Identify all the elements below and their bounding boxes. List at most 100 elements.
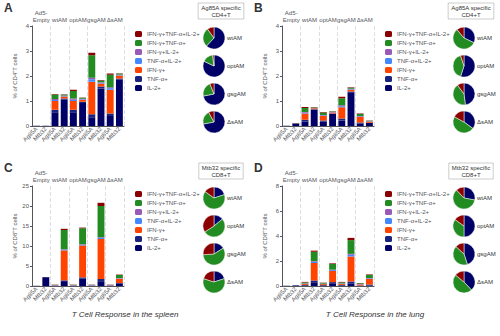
svg-text:TNF-α+: TNF-α+ xyxy=(147,76,168,82)
svg-text:ΔsAM: ΔsAM xyxy=(107,177,123,183)
svg-text:IFN-γ+IL-2+: IFN-γ+IL-2+ xyxy=(147,209,180,215)
svg-text:optAM: optAM xyxy=(69,177,86,183)
svg-text:Ad5-: Ad5- xyxy=(35,170,48,176)
svg-text:wtAM: wtAM xyxy=(226,35,242,41)
svg-text:TNF-α+IL-2+: TNF-α+IL-2+ xyxy=(397,218,432,224)
svg-text:Ad5-: Ad5- xyxy=(35,10,48,16)
svg-text:gsgAM: gsgAM xyxy=(87,17,106,23)
svg-text:IFN-γ+TNF-α+IL-2+: IFN-γ+TNF-α+IL-2+ xyxy=(397,191,450,197)
svg-text:gsgAM: gsgAM xyxy=(477,91,496,97)
svg-text:IFN-γ+: IFN-γ+ xyxy=(397,67,416,73)
svg-text:IFN-γ+IL-2+: IFN-γ+IL-2+ xyxy=(147,49,180,55)
svg-text:TNF-α+: TNF-α+ xyxy=(147,236,168,242)
svg-text:wtAM: wtAM xyxy=(51,17,67,23)
svg-text:0: 0 xyxy=(276,283,280,289)
svg-text:4: 4 xyxy=(276,23,280,29)
svg-text:TNF-α+IL-2+: TNF-α+IL-2+ xyxy=(147,218,182,224)
svg-text:Mtb32 specific: Mtb32 specific xyxy=(452,165,490,171)
svg-text:ΔsAM: ΔsAM xyxy=(357,17,373,23)
svg-text:T Cell Response in the lung: T Cell Response in the lung xyxy=(326,310,425,319)
svg-text:Empty: Empty xyxy=(283,17,300,23)
svg-text:IFN-γ+IL-2+: IFN-γ+IL-2+ xyxy=(397,209,430,215)
svg-text:wtAM: wtAM xyxy=(476,195,492,201)
svg-text:IFN-γ+TNF-α+: IFN-γ+TNF-α+ xyxy=(147,200,186,206)
svg-text:% of CD4⁺T cells: % of CD4⁺T cells xyxy=(12,54,18,99)
svg-text:wtAM: wtAM xyxy=(301,177,317,183)
svg-text:2: 2 xyxy=(276,73,280,79)
svg-text:IL-2+: IL-2+ xyxy=(397,245,411,251)
svg-text:4: 4 xyxy=(26,23,30,29)
svg-text:Mtb32: Mtb32 xyxy=(356,125,372,141)
svg-text:IFN-γ+TNF-α+IL-2+: IFN-γ+TNF-α+IL-2+ xyxy=(147,191,200,197)
svg-text:IFN-γ+TNF-α+IL-2+: IFN-γ+TNF-α+IL-2+ xyxy=(147,31,200,37)
svg-text:optAM: optAM xyxy=(319,17,336,23)
svg-text:IFN-γ+TNF-α+: IFN-γ+TNF-α+ xyxy=(147,40,186,46)
svg-text:Ag85A specific: Ag85A specific xyxy=(451,5,490,11)
svg-text:IL-2+: IL-2+ xyxy=(147,245,161,251)
svg-text:1: 1 xyxy=(276,98,280,104)
svg-text:IL-2+: IL-2+ xyxy=(147,85,161,91)
svg-text:2: 2 xyxy=(26,73,30,79)
svg-text:0: 0 xyxy=(26,123,30,129)
svg-text:Ad5-: Ad5- xyxy=(285,10,298,16)
svg-text:CD4+T: CD4+T xyxy=(211,12,231,18)
svg-text:% of CD8⁺T cells: % of CD8⁺T cells xyxy=(12,214,18,259)
svg-text:0: 0 xyxy=(26,283,30,289)
svg-text:3: 3 xyxy=(276,48,280,54)
svg-text:gsgAM: gsgAM xyxy=(227,91,246,97)
svg-text:IFN-γ+TNF-α+: IFN-γ+TNF-α+ xyxy=(397,200,436,206)
svg-text:5: 5 xyxy=(26,263,30,269)
svg-text:wtAM: wtAM xyxy=(51,177,67,183)
svg-text:ΔsAM: ΔsAM xyxy=(357,177,373,183)
svg-text:IFN-γ+: IFN-γ+ xyxy=(397,227,416,233)
svg-text:10: 10 xyxy=(22,243,29,249)
svg-text:Mtb32: Mtb32 xyxy=(106,285,122,301)
svg-text:4: 4 xyxy=(276,233,280,239)
svg-text:Mtb32 specific: Mtb32 specific xyxy=(202,165,240,171)
svg-text:15: 15 xyxy=(22,223,29,229)
svg-text:1: 1 xyxy=(26,98,30,104)
svg-text:0: 0 xyxy=(276,123,280,129)
svg-text:% of CD8⁺T cells: % of CD8⁺T cells xyxy=(262,214,268,259)
svg-text:T Cell Response in the spleen: T Cell Response in the spleen xyxy=(72,310,179,319)
svg-text:TNF-α+IL-2+: TNF-α+IL-2+ xyxy=(147,58,182,64)
svg-text:gsgAM: gsgAM xyxy=(337,177,356,183)
svg-text:D: D xyxy=(254,161,263,175)
svg-text:% of CD4⁺T cells: % of CD4⁺T cells xyxy=(262,54,268,99)
svg-text:CD4+T: CD4+T xyxy=(461,12,481,18)
svg-text:ΔsAM: ΔsAM xyxy=(477,279,493,285)
svg-text:IFN-γ+TNF-α+: IFN-γ+TNF-α+ xyxy=(397,40,436,46)
svg-text:Empty: Empty xyxy=(33,17,50,23)
svg-text:gsgAM: gsgAM xyxy=(227,251,246,257)
svg-text:Mtb32: Mtb32 xyxy=(356,285,372,301)
svg-text:IFN-γ+: IFN-γ+ xyxy=(147,67,166,73)
svg-text:TNF-α+: TNF-α+ xyxy=(397,236,418,242)
svg-text:ΔsAM: ΔsAM xyxy=(477,119,493,125)
svg-text:optAM: optAM xyxy=(69,17,86,23)
svg-text:8: 8 xyxy=(276,183,280,189)
svg-text:CD8+T: CD8+T xyxy=(211,172,231,178)
svg-text:optAM: optAM xyxy=(477,63,494,69)
svg-text:optAM: optAM xyxy=(319,177,336,183)
svg-text:wtAM: wtAM xyxy=(226,195,242,201)
svg-text:optAM: optAM xyxy=(227,223,244,229)
svg-text:B: B xyxy=(254,1,263,15)
svg-text:Ag85A specific: Ag85A specific xyxy=(201,5,240,11)
svg-text:IFN-γ+: IFN-γ+ xyxy=(147,227,166,233)
svg-text:ΔsAM: ΔsAM xyxy=(227,279,243,285)
svg-text:optAM: optAM xyxy=(477,223,494,229)
svg-text:IFN-γ+TNF-α+IL-2+: IFN-γ+TNF-α+IL-2+ xyxy=(397,31,450,37)
svg-text:Empty: Empty xyxy=(283,177,300,183)
svg-text:3: 3 xyxy=(26,48,30,54)
svg-text:IL-2+: IL-2+ xyxy=(397,85,411,91)
svg-text:optAM: optAM xyxy=(227,63,244,69)
svg-text:6: 6 xyxy=(276,208,280,214)
svg-text:TNF-α+IL-2+: TNF-α+IL-2+ xyxy=(397,58,432,64)
svg-text:gsgAM: gsgAM xyxy=(87,177,106,183)
svg-text:gsgAM: gsgAM xyxy=(337,17,356,23)
svg-text:Mtb32: Mtb32 xyxy=(106,125,122,141)
svg-text:20: 20 xyxy=(22,203,29,209)
svg-text:TNF-α+: TNF-α+ xyxy=(397,76,418,82)
svg-text:wtAM: wtAM xyxy=(476,35,492,41)
svg-text:ΔsAM: ΔsAM xyxy=(107,17,123,23)
